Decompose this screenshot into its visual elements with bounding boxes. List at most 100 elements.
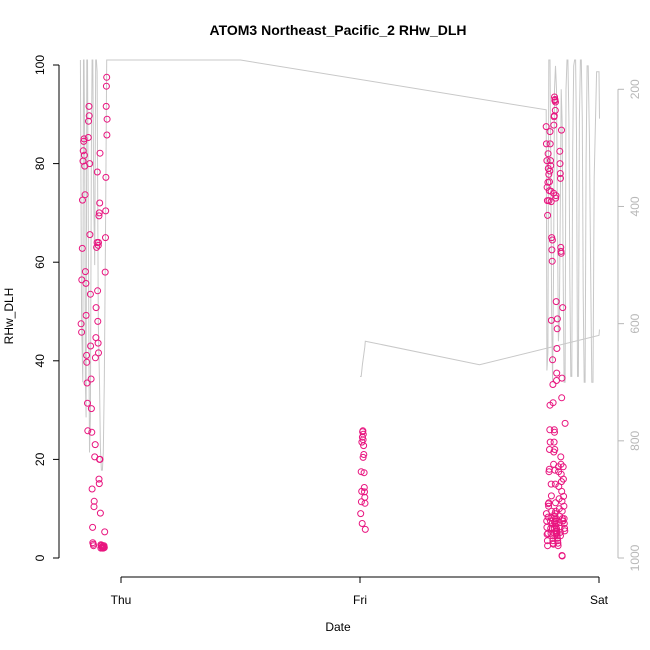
data-point [559,463,567,471]
data-point [561,419,569,427]
data-point [86,231,94,239]
data-point [359,430,367,438]
data-point [83,351,91,359]
data-point [81,191,89,199]
y2-axis: 200 400 600 800 1000 [617,79,642,571]
data-point [96,199,104,207]
data-point [551,93,558,101]
data-point [552,527,560,535]
data-point [102,102,110,110]
data-point [360,469,368,477]
pressure-line-1 [360,329,600,377]
data-point [560,502,568,510]
data-point [556,160,564,168]
data-point [547,198,555,206]
data-point [557,453,565,461]
data-point [551,512,559,520]
data-point [82,279,90,287]
data-point [547,162,555,170]
data-point [561,524,569,532]
data-point [551,106,559,114]
data-point [553,369,561,377]
data-point [96,509,104,517]
data-point [87,342,95,350]
data-point [361,525,369,533]
data-point [558,507,566,515]
data-point [357,498,365,506]
data-point [93,168,101,176]
data-point [83,358,91,366]
data-point [102,207,110,215]
data-point [543,523,551,531]
data-point [360,451,368,458]
data-point [560,492,568,500]
data-point [548,236,556,244]
data-point [357,510,365,518]
data-point [553,325,561,333]
data-point [549,356,557,364]
data-point [546,178,553,186]
data-point [95,475,103,483]
x-tick-label: Fri [353,593,367,607]
y2-tick-label: 200 [628,79,642,99]
data-point [79,147,87,155]
data-point [550,426,558,434]
x-axis-label: Date [325,620,351,634]
data-point [91,441,99,449]
y-tick-label: 100 [33,55,47,75]
data-point [550,438,558,446]
y2-tick-label: 400 [628,196,642,216]
data-point [80,151,88,159]
y2-tick-label: 600 [628,313,642,333]
data-points [77,73,569,560]
data-point [551,510,559,518]
data-point [361,499,369,507]
data-point [557,532,564,540]
data-point [551,466,559,474]
data-point [552,499,559,507]
data-point [551,446,559,453]
data-point [86,160,94,168]
y2-tick-label: 800 [628,430,642,450]
data-point [360,442,368,450]
data-point [81,268,89,276]
data-point [549,381,557,388]
data-point [87,375,95,383]
x-axis: Thu Fri Sat [111,576,609,607]
data-point [95,480,103,488]
data-point [554,542,562,550]
data-point [94,241,102,249]
data-point [78,244,86,252]
data-point [558,552,566,559]
data-point [559,304,567,312]
y-tick-label: 20 [33,452,47,466]
data-point [78,328,86,336]
data-point [84,134,92,141]
data-point [83,379,91,387]
x-tick-label: Thu [111,593,132,607]
data-point [94,287,102,295]
data-point [545,502,553,510]
data-point [558,126,565,134]
data-point [86,290,94,298]
data-point [545,499,553,507]
data-point [557,174,564,182]
data-point [85,102,93,110]
data-point [560,520,568,527]
y-tick-label: 60 [33,255,47,269]
data-point [546,401,554,409]
pressure-lines [79,59,600,471]
data-point [558,394,566,402]
x-tick-label: Sat [590,593,609,607]
data-point [103,73,111,81]
data-point [547,492,555,500]
y-axis: 0 20 40 60 80 100 [33,55,60,561]
data-point [551,517,559,525]
data-point [102,173,110,181]
data-point [84,427,92,435]
data-point [96,149,104,157]
y-tick-label: 0 [33,554,47,561]
data-point [557,249,565,257]
data-point [553,345,561,352]
data-point [90,503,98,511]
